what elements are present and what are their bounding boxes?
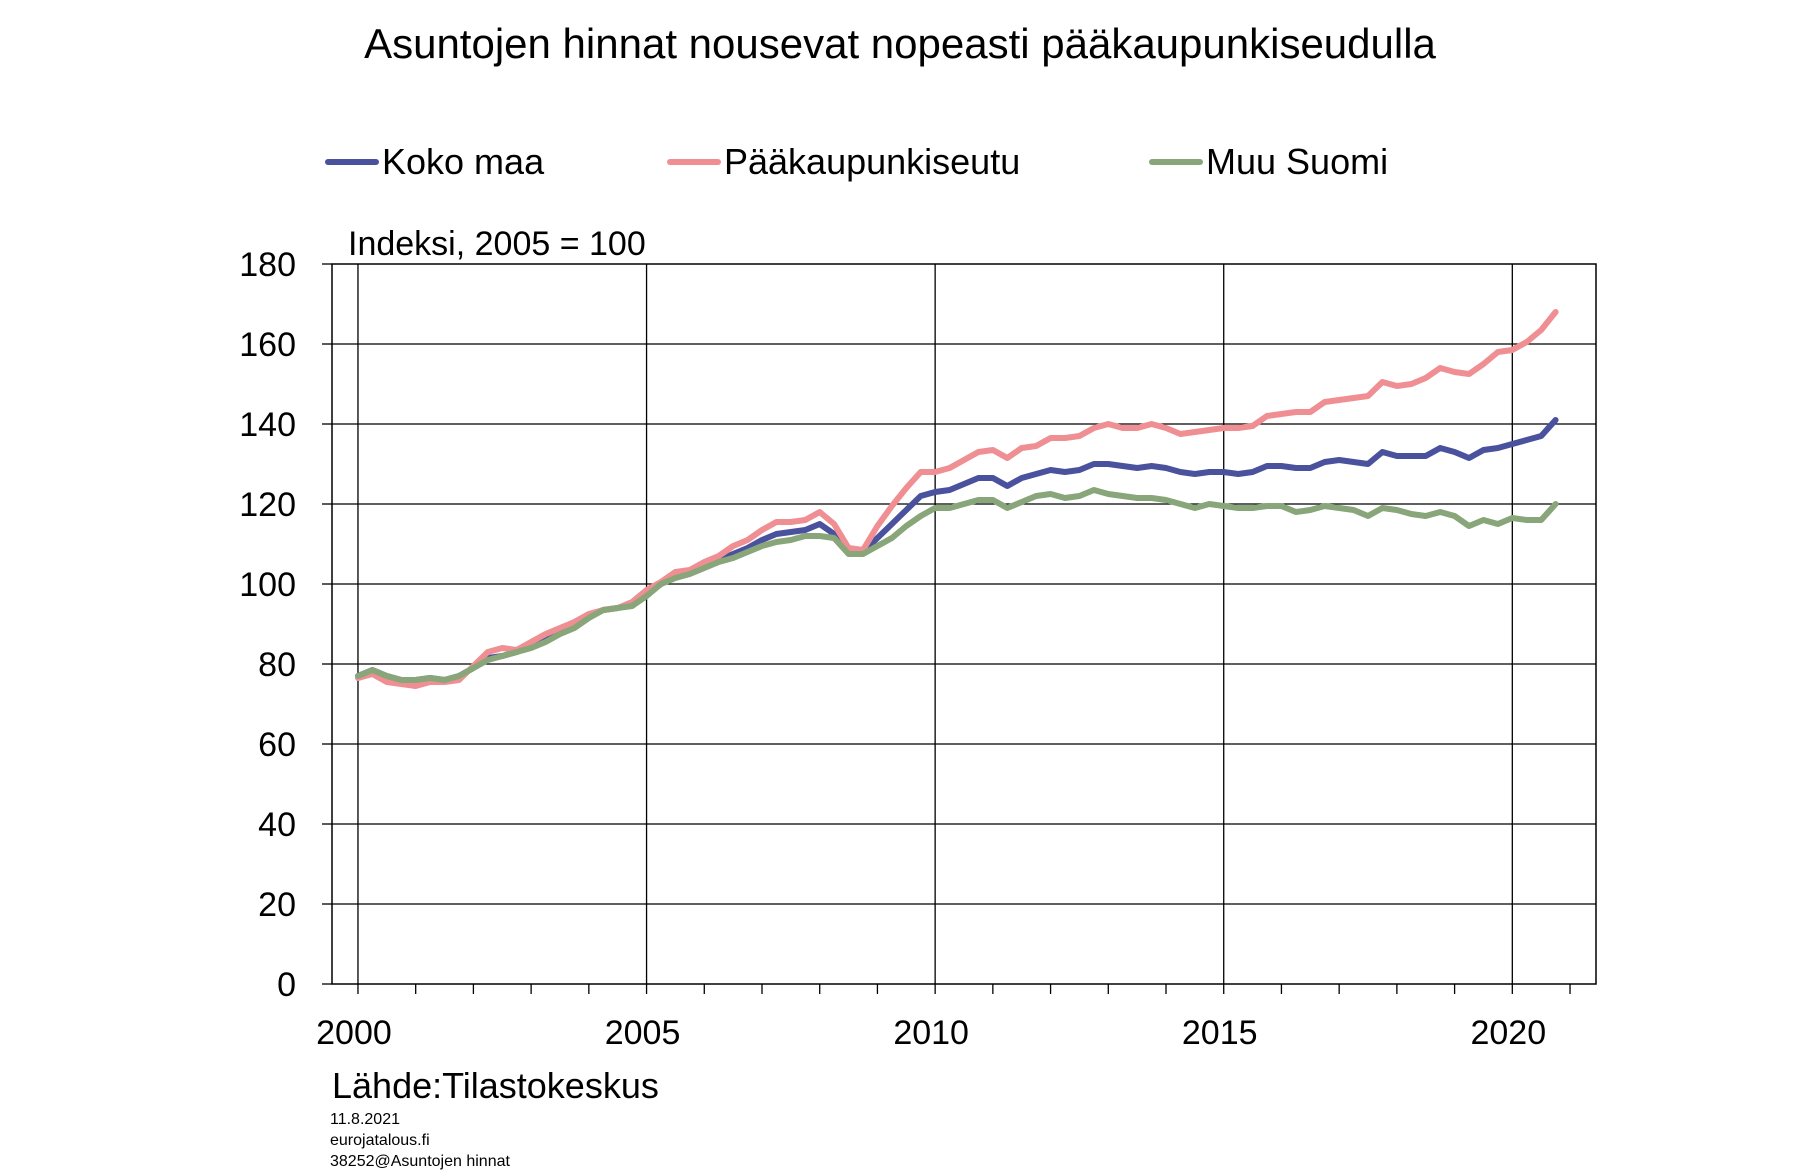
x-tick-label: 2015 — [1182, 1014, 1258, 1052]
y-tick-labels: 0 20 40 60 80 100 120 140 160 180 — [239, 246, 296, 1004]
series-lines — [355, 309, 1559, 689]
legend-label: Pääkaupunkiseutu — [724, 141, 1020, 182]
y-tick-label: 80 — [258, 646, 296, 684]
legend: Koko maa Pääkaupunkiseutu Muu Suomi — [325, 141, 1388, 182]
y-tick-label: 60 — [258, 726, 296, 764]
plot-frame — [331, 263, 1597, 985]
y-tick-label: 120 — [239, 486, 296, 524]
x-tick-label: 2020 — [1470, 1014, 1546, 1052]
source-note: Lähde:Tilastokeskus — [332, 1065, 659, 1106]
footer-line: 11.8.2021 — [330, 1111, 400, 1128]
footer-line: eurojatalous.fi — [330, 1132, 430, 1149]
y-tick-label: 0 — [277, 966, 296, 1004]
grid — [332, 264, 1596, 984]
y-tick-label: 160 — [239, 326, 296, 364]
footer-line: 38252@Asuntojen hinnat — [330, 1153, 510, 1170]
legend-label: Koko maa — [382, 141, 545, 182]
y-tick-label: 40 — [258, 806, 296, 844]
series-line-3 — [355, 487, 1559, 683]
axis-ticks — [322, 263, 1571, 994]
x-tick-label: 2000 — [316, 1014, 392, 1052]
series-line-2 — [355, 309, 1559, 689]
y-axis-label: Indeksi, 2005 = 100 — [348, 225, 646, 263]
y-tick-label: 140 — [239, 406, 296, 444]
y-tick-label: 100 — [239, 566, 296, 604]
x-tick-labels: 2000 2005 2010 2015 2020 — [316, 1014, 1546, 1052]
y-tick-label: 20 — [258, 886, 296, 924]
chart-title: Asuntojen hinnat nousevat nopeasti pääka… — [364, 20, 1436, 67]
footer: 11.8.2021 eurojatalous.fi 38252@Asuntojen … — [330, 1111, 510, 1170]
legend-label: Muu Suomi — [1206, 141, 1388, 182]
y-tick-label: 180 — [239, 246, 296, 284]
x-tick-label: 2005 — [605, 1014, 681, 1052]
x-tick-label: 2010 — [893, 1014, 969, 1052]
